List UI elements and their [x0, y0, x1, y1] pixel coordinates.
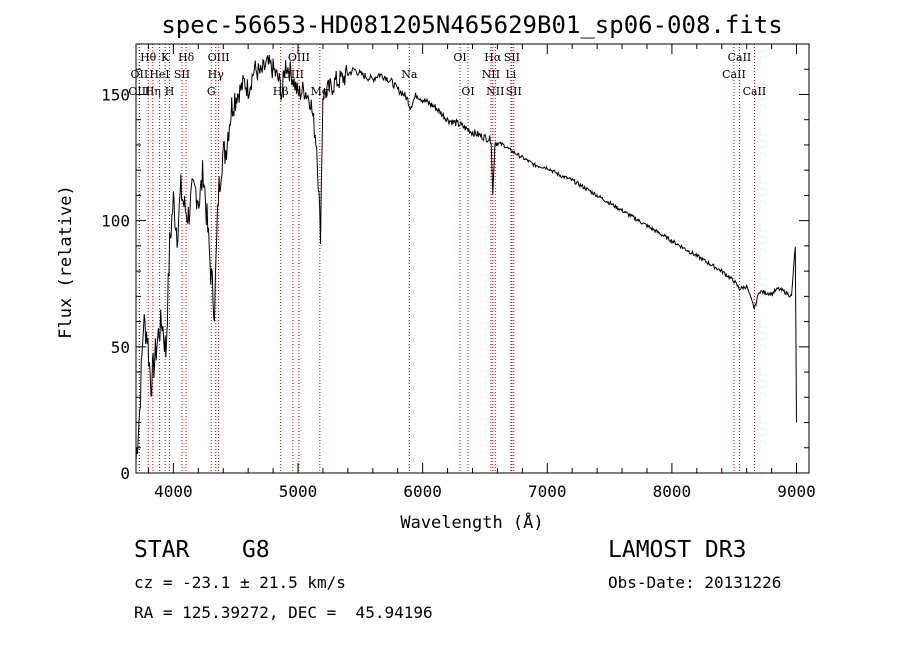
y-tick-label-150: 150	[101, 85, 130, 104]
survey-name: LAMOST DR3	[608, 537, 747, 563]
axis-ticks: 4000 5000 6000 7000 8000 9000 0 50 100 150	[101, 44, 816, 501]
marker-label-19: Hα	[484, 51, 502, 64]
x-tick-label-9000: 9000	[777, 482, 816, 501]
y-tick-label-50: 50	[111, 338, 130, 357]
marker-label-17: OI	[453, 51, 466, 64]
coordinates-readout: RA = 125.39272, DEC = 45.94196	[134, 603, 433, 622]
marker-label-16: Na	[401, 68, 418, 81]
plot-frame	[135, 43, 810, 474]
object-class: STAR	[134, 537, 190, 563]
x-tick-label-8000: 8000	[653, 482, 692, 501]
x-tick-label-6000: 6000	[403, 482, 442, 501]
marker-label-7: SII	[174, 68, 190, 81]
marker-label-20: SII	[504, 51, 520, 64]
marker-label-5: K	[161, 51, 170, 64]
y-tick-label-100: 100	[101, 212, 130, 231]
marker-label-6: H	[165, 85, 175, 98]
marker-label-23: NII	[486, 85, 504, 98]
object-subclass: G8	[242, 537, 270, 563]
x-tick-label-5000: 5000	[279, 482, 318, 501]
marker-label-11: G	[207, 85, 216, 98]
marker-label-4: HeI	[149, 68, 169, 81]
marker-label-27: CaII	[743, 85, 767, 98]
marker-label-3: Hη	[145, 85, 161, 98]
redshift-readout: cz = -23.1 ± 21.5 km/s	[134, 573, 346, 592]
marker-label-26: CaII	[722, 68, 746, 81]
marker-label-18: OI	[461, 85, 474, 98]
marker-label-8: Hδ	[178, 51, 195, 64]
marker-label-0: Hθ	[140, 51, 157, 64]
marker-label-24: SII	[506, 85, 522, 98]
observation-date: Obs-Date: 20131226	[608, 573, 782, 592]
chart-title: spec-56653-HD081205N465629B01_sp06-008.f…	[161, 11, 782, 39]
marker-label-10: Hγ	[208, 68, 225, 81]
x-tick-label-7000: 7000	[528, 482, 567, 501]
y-tick-label-0: 0	[120, 464, 130, 483]
marker-label-12: OIII	[288, 51, 310, 64]
marker-label-9: OIII	[208, 51, 230, 64]
x-axis-label: Wavelength (Å)	[400, 511, 543, 533]
marker-label-22: Li	[505, 68, 516, 81]
marker-label-25: CaII	[728, 51, 752, 64]
marker-label-21: NII	[482, 68, 500, 81]
y-axis-label: Flux (relative)	[56, 185, 76, 339]
x-tick-label-4000: 4000	[154, 482, 193, 501]
spectrum-line	[135, 54, 797, 461]
